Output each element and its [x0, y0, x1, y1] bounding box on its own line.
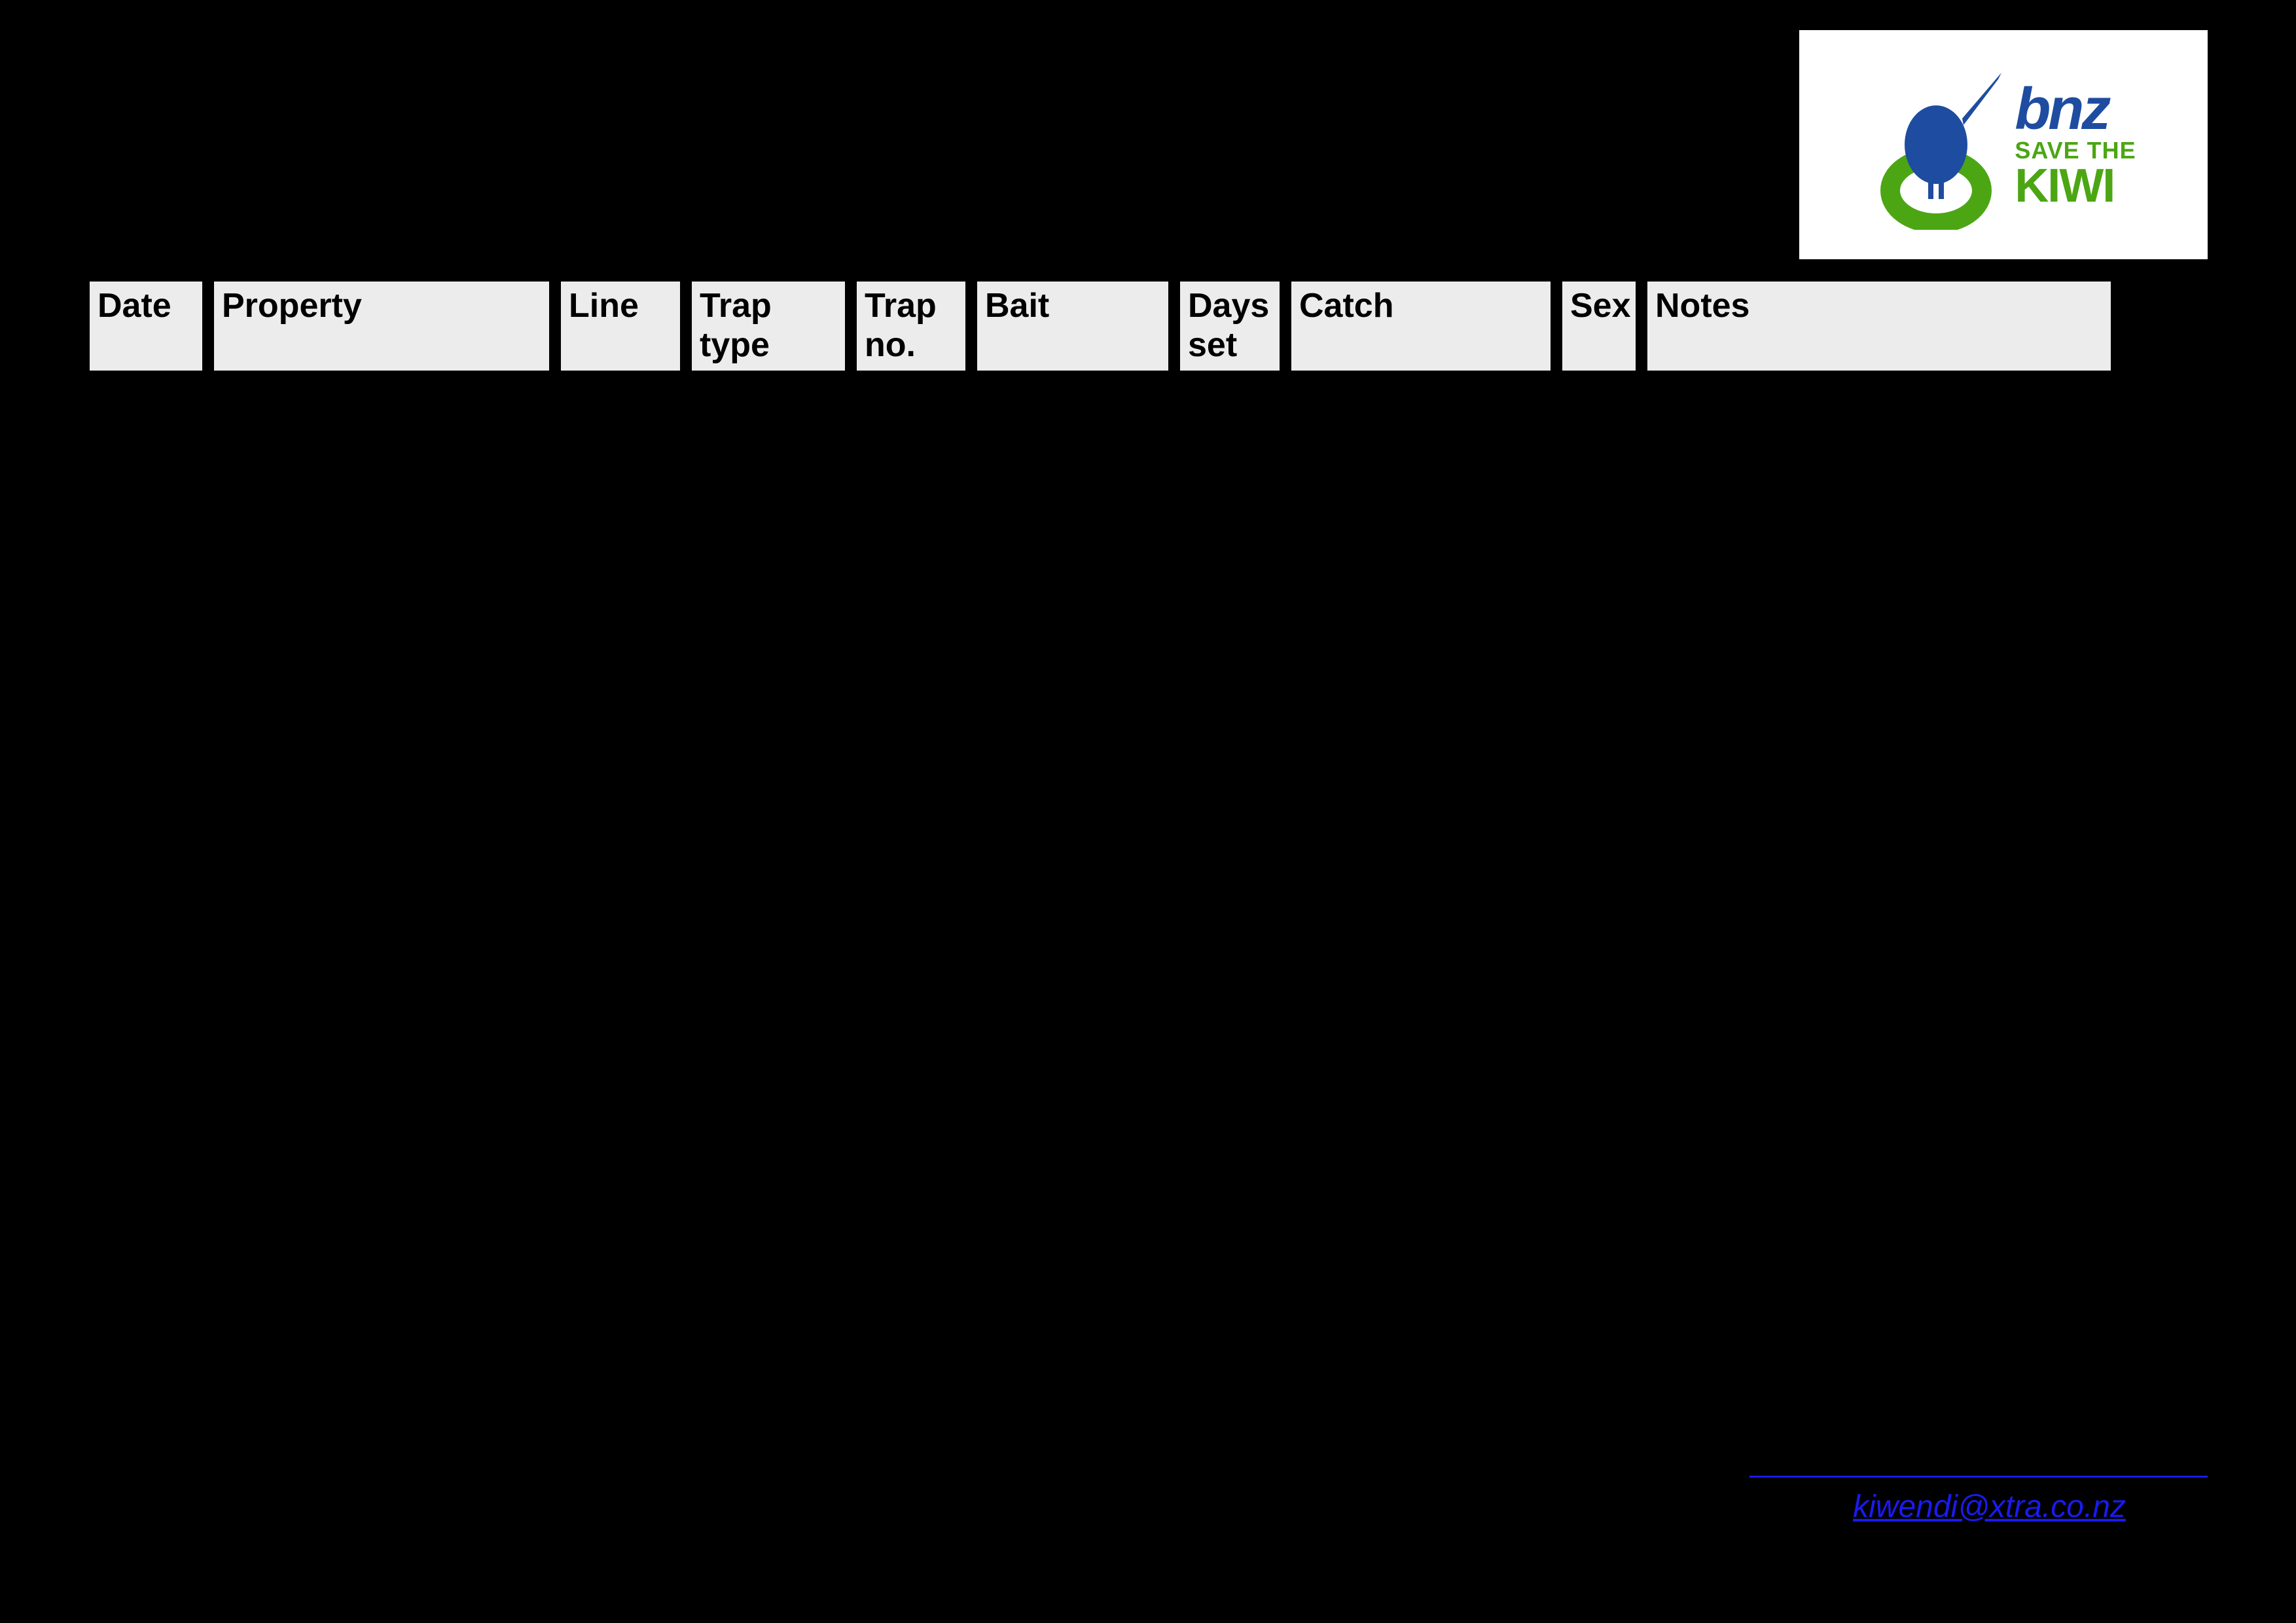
column-header-label: Trap no. — [865, 287, 958, 365]
column-header: Days set — [1179, 280, 1281, 372]
logo-tagline-1: SAVE THE — [2015, 139, 2136, 162]
column-header-label: Line — [569, 287, 639, 326]
logo-tagline-2: KIWI — [2015, 162, 2136, 210]
column-header-label: Catch — [1299, 287, 1393, 326]
column-header-label: Sex — [1570, 287, 1631, 326]
kiwi-icon — [1871, 60, 2001, 230]
column-header: Catch — [1290, 280, 1552, 372]
column-header-label: Trap type — [700, 287, 837, 365]
column-header-label: Bait — [985, 287, 1049, 326]
logo-inner: bnz SAVE THE KIWI — [1871, 60, 2136, 230]
column-header: Bait — [976, 280, 1170, 372]
column-header: Sex — [1561, 280, 1637, 372]
column-header: Trap type — [691, 280, 846, 372]
logo-text-group: bnz SAVE THE KIWI — [2015, 80, 2136, 210]
column-header-label: Property — [222, 287, 362, 326]
contact-email-link[interactable]: kiwendi@xtra.co.nz — [1853, 1489, 2126, 1525]
column-header: Trap no. — [855, 280, 967, 372]
column-header-label: Date — [98, 287, 171, 326]
column-header: Notes — [1646, 280, 2112, 372]
column-header-label: Notes — [1655, 287, 1749, 326]
footer-rule — [1749, 1476, 2208, 1478]
logo-brand-text: bnz — [2015, 80, 2136, 139]
column-header: Date — [88, 280, 204, 372]
data-table-header-row: Date Property Line Trap type Trap no. Bait Day… — [88, 280, 2208, 372]
column-header-label: Days set — [1188, 287, 1272, 365]
logo-panel: bnz SAVE THE KIWI — [1799, 30, 2208, 259]
column-header: Property — [213, 280, 550, 372]
column-header: Line — [560, 280, 681, 372]
